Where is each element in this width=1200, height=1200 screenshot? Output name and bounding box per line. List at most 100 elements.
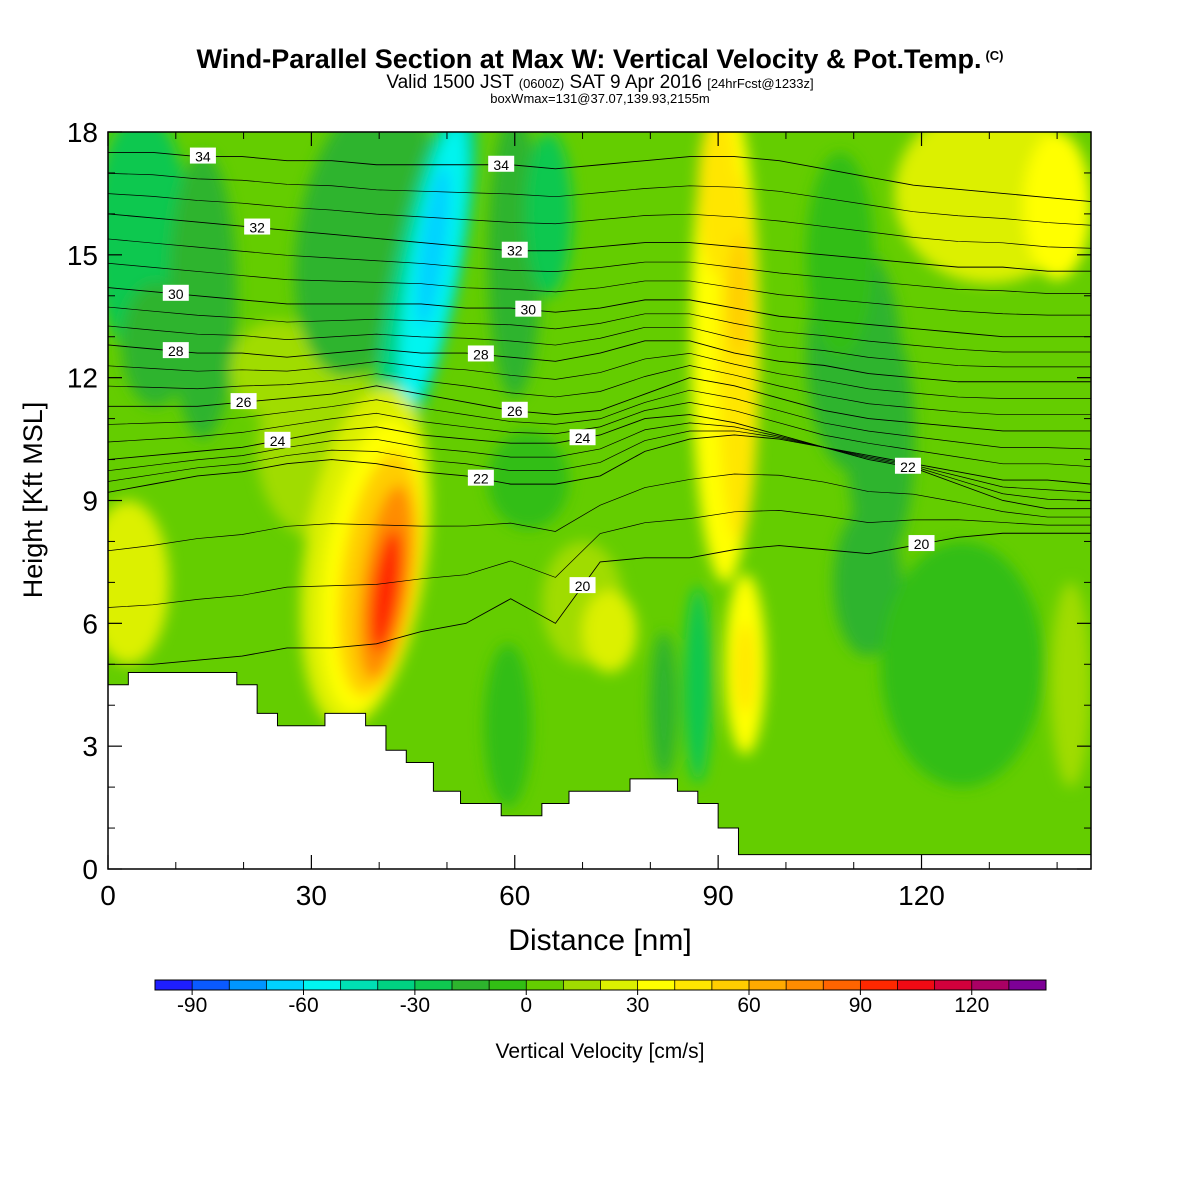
x-tick-label: 120 — [898, 880, 945, 911]
contour-label-text: 20 — [914, 536, 930, 552]
valid-prefix: Valid 1500 JST — [386, 72, 514, 93]
y-tick-label: 9 — [82, 486, 98, 517]
velocity-cell-28 — [728, 234, 749, 358]
contour-label-text: 32 — [249, 220, 265, 236]
velocity-cell-17 — [524, 132, 573, 296]
colorbar-swatch — [489, 980, 527, 990]
y-tick-label: 6 — [82, 608, 98, 639]
contour-label-28: 28 — [467, 345, 494, 362]
theta-contour-minor — [108, 402, 1091, 467]
contour-label-22: 22 — [467, 469, 494, 487]
colorbar-tick-label: -30 — [400, 994, 430, 1017]
contour-label-20: 20 — [908, 535, 935, 552]
colorbar-swatch — [563, 980, 601, 990]
contour-label-text: 26 — [507, 403, 523, 419]
contour-label-24: 24 — [569, 429, 596, 446]
theta-contour-minor — [108, 238, 1091, 294]
theta-contour-minor — [108, 430, 1091, 501]
theta-contour-32 — [108, 213, 1091, 272]
y-tick-label: 0 — [82, 854, 98, 885]
colorbar-swatch — [934, 980, 973, 990]
velocity-cell-21 — [484, 643, 532, 808]
theta-contour-28 — [108, 340, 1091, 383]
colorbar-swatch — [526, 980, 564, 990]
contour-label-text: 32 — [507, 243, 523, 259]
contour-label-26: 26 — [501, 401, 528, 419]
y-tick-label: 18 — [67, 117, 98, 148]
theta-contour-minor — [108, 422, 1091, 493]
colorbar-tick-label: 90 — [849, 994, 872, 1017]
theta-contour-minor — [108, 306, 1091, 353]
chart-title-text: Wind-Parallel Section at Max W: Vertical… — [196, 44, 982, 74]
contour-label-34: 34 — [488, 155, 515, 173]
y-tick-label: 15 — [67, 240, 98, 271]
velocity-cell-18 — [487, 430, 569, 530]
contour-label-text: 26 — [236, 394, 252, 410]
velocity-cell-25 — [735, 623, 755, 714]
colorbar-swatch — [749, 980, 787, 990]
contour-label-30: 30 — [515, 300, 542, 318]
theta-contour-minor — [108, 173, 1091, 226]
colorbar-swatch — [786, 980, 824, 990]
theta-contour-minor — [108, 352, 1091, 399]
theta-contour-minor — [108, 193, 1091, 249]
velocity-cell-32 — [806, 152, 875, 358]
theta-contour-minor — [108, 389, 1091, 450]
velocity-cell-27 — [718, 172, 759, 542]
potential-temperature-contours — [108, 152, 1091, 665]
colorbar-swatch — [600, 980, 639, 990]
contour-label-text: 24 — [270, 433, 286, 449]
contour-label-text: 34 — [493, 157, 509, 173]
contour-label-text: 28 — [473, 346, 489, 362]
velocity-cell-22 — [650, 631, 678, 779]
chart-title: Wind-Parallel Section at Max W: Vertical… — [0, 44, 1200, 75]
contour-label-text: 30 — [521, 302, 537, 318]
contour-label-24: 24 — [264, 431, 291, 449]
colorbar-swatch — [674, 980, 713, 990]
colorbar-swatch — [340, 980, 379, 990]
theta-contour-minor — [108, 262, 1091, 316]
theta-contour-minor — [108, 325, 1091, 368]
colorbar-swatch — [229, 980, 267, 990]
colorbar-swatch — [303, 980, 342, 990]
contour-label-text: 34 — [195, 149, 211, 165]
box-info: boxWmax=131@37.07,139.93,2155m — [490, 91, 710, 106]
colorbar-tick-label: -90 — [177, 994, 207, 1017]
velocity-cell-15 — [370, 529, 402, 652]
theta-contour-30 — [108, 287, 1091, 338]
contour-label-20: 20 — [569, 577, 596, 594]
velocity-cell-33 — [833, 508, 902, 657]
theta-contour-minor — [108, 473, 1091, 552]
colorbar: -90 -60 -30 0 30 60 90 120 — [154, 979, 1047, 1017]
valid-utc: (0600Z) — [518, 76, 565, 91]
y-tick-label: 12 — [67, 363, 98, 394]
colorbar-tick-label: 120 — [954, 994, 989, 1017]
x-tick-label: 90 — [703, 880, 734, 911]
x-tick-label: 0 — [100, 880, 116, 911]
contour-label-34: 34 — [189, 147, 216, 165]
velocity-cell-36 — [1023, 132, 1091, 280]
contour-label-30: 30 — [162, 284, 189, 302]
colorbar-swatch — [266, 980, 304, 990]
colorbar-swatch — [192, 980, 230, 990]
contour-label-28: 28 — [162, 342, 189, 359]
colorbar-swatch — [377, 980, 416, 990]
velocity-cell-37 — [1050, 582, 1091, 788]
contour-label-text: 30 — [168, 286, 184, 302]
terrain-mask — [107, 671, 1092, 870]
contour-label-32: 32 — [244, 218, 271, 236]
velocity-cell-29 — [697, 132, 739, 276]
colorbar-swatch — [823, 980, 861, 990]
forecast-info: [24hrFcst@1233z] — [707, 76, 814, 91]
velocity-cell-10 — [416, 165, 451, 328]
velocity-cell-34 — [880, 541, 1044, 788]
velocity-cell-23 — [684, 586, 712, 784]
contour-label-32: 32 — [501, 241, 528, 259]
colorbar-swatch — [452, 980, 490, 990]
velocity-cell-31 — [846, 316, 915, 562]
colorbar-swatch — [1008, 980, 1047, 990]
theta-contour-22 — [108, 434, 1091, 510]
colorbar-swatch — [897, 980, 936, 990]
colorbar-swatch — [711, 980, 750, 990]
